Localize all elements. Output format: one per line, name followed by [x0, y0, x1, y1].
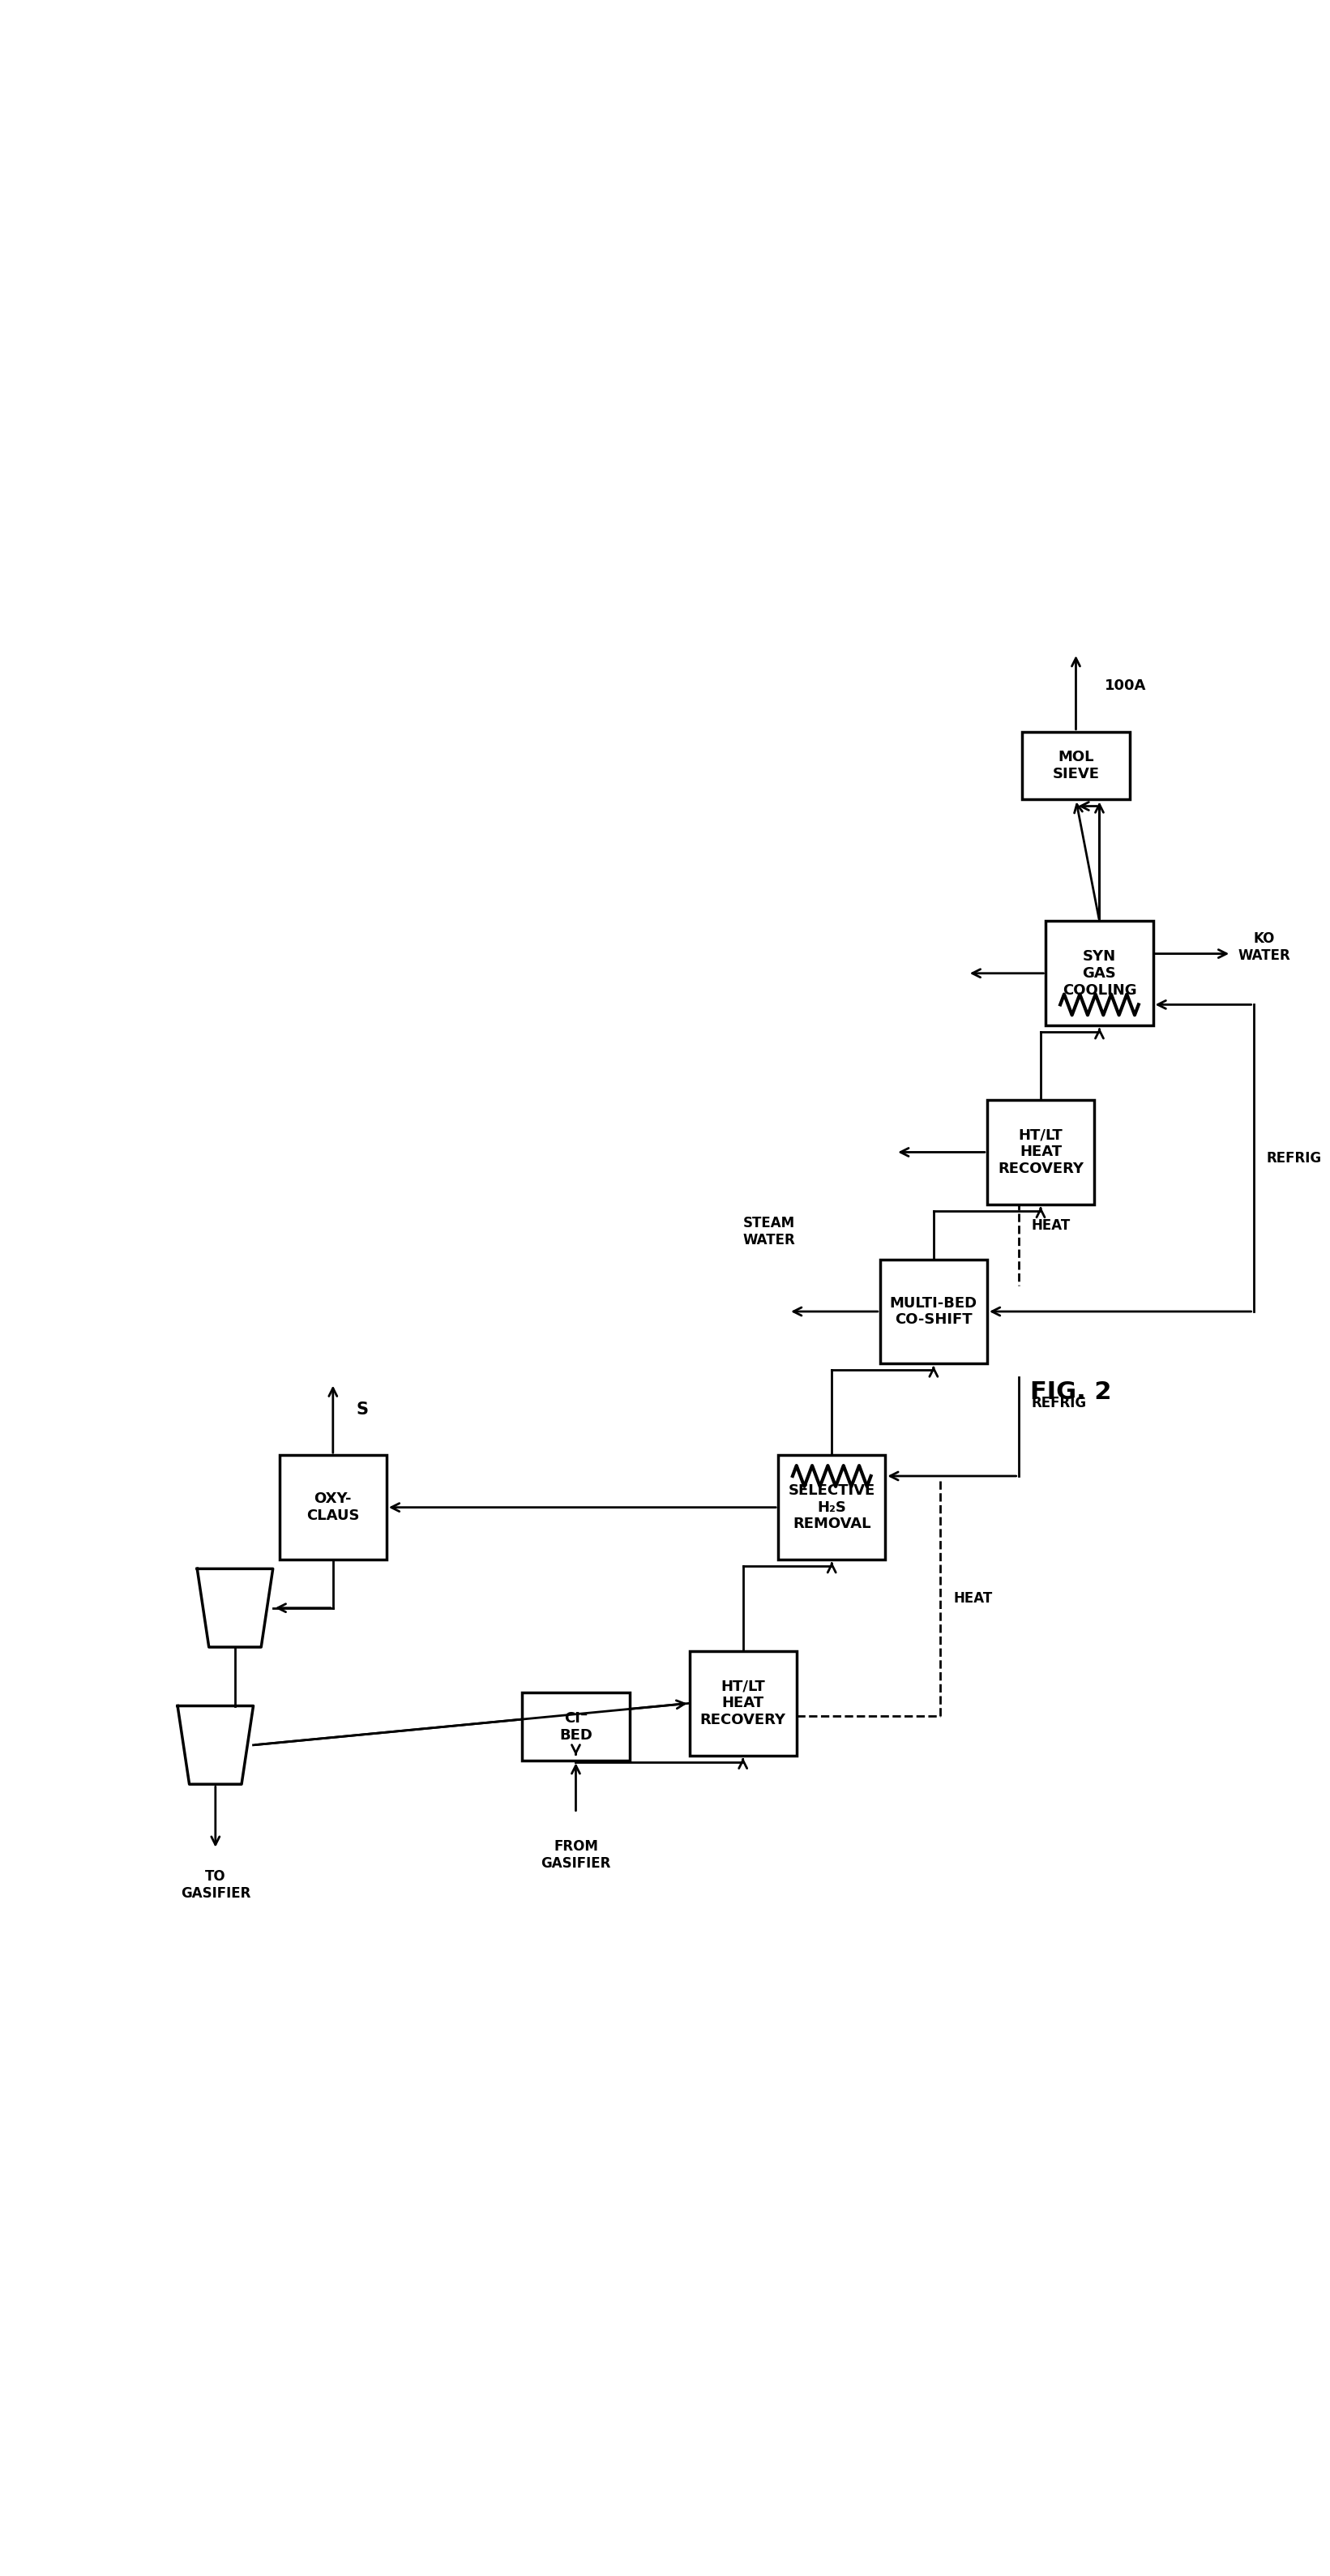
Bar [523, 1692, 629, 1762]
Bar [880, 1260, 987, 1363]
Text: S: S [356, 1401, 368, 1417]
Text: CI⁻
BED: CI⁻ BED [559, 1710, 592, 1741]
Text: MOL
SIEVE: MOL SIEVE [1052, 750, 1100, 781]
Text: 100A: 100A [1105, 677, 1146, 693]
Text: HT/LT
HEAT
RECOVERY: HT/LT HEAT RECOVERY [700, 1680, 786, 1728]
Text: HEAT: HEAT [954, 1592, 992, 1605]
Text: OXY-
CLAUS: OXY- CLAUS [306, 1492, 359, 1522]
Text: HT/LT
HEAT
RECOVERY: HT/LT HEAT RECOVERY [998, 1128, 1084, 1177]
Text: KO
WATER: KO WATER [1238, 933, 1290, 963]
Bar [987, 1100, 1095, 1206]
Text: FIG. 2: FIG. 2 [1029, 1381, 1112, 1404]
Text: REFRIG: REFRIG [1266, 1151, 1322, 1164]
Bar [778, 1455, 886, 1558]
Text: SYN
GAS
COOLING: SYN GAS COOLING [1063, 948, 1137, 997]
Text: SELECTIVE
H₂S
REMOVAL: SELECTIVE H₂S REMOVAL [789, 1484, 875, 1533]
Text: STEAM
WATER: STEAM WATER [743, 1216, 795, 1247]
Text: MULTI-BED
CO-SHIFT: MULTI-BED CO-SHIFT [890, 1296, 978, 1327]
Text: TO
GASIFIER: TO GASIFIER [181, 1870, 250, 1901]
Bar [279, 1455, 387, 1558]
Text: FROM
GASIFIER: FROM GASIFIER [541, 1839, 610, 1870]
Bar [1023, 732, 1129, 799]
Bar [689, 1651, 797, 1754]
Text: REFRIG: REFRIG [1032, 1396, 1087, 1409]
Bar [1045, 922, 1153, 1025]
Text: HEAT: HEAT [1032, 1218, 1071, 1231]
